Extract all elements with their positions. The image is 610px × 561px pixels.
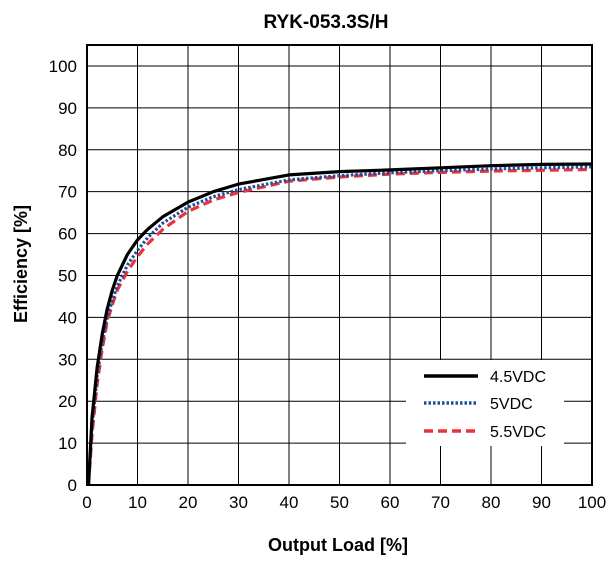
x-tick-label: 60 (381, 493, 400, 512)
y-tick-label: 0 (68, 476, 77, 495)
y-tick-label: 70 (58, 183, 77, 202)
chart-title: RYK-053.3S/H (264, 12, 389, 33)
x-tick-label: 40 (280, 493, 299, 512)
x-tick-label: 100 (578, 493, 606, 512)
y-tick-label: 50 (58, 266, 77, 285)
x-tick-label: 50 (330, 493, 349, 512)
legend-label-5-5vdc: 5.5VDC (490, 424, 546, 441)
y-tick-label: 10 (58, 434, 77, 453)
x-tick-label: 20 (179, 493, 198, 512)
y-tick-labels: 0 10 20 30 40 50 60 70 80 90 100 (49, 57, 77, 495)
y-tick-label: 20 (58, 392, 77, 411)
legend: 4.5VDC 5VDC 5.5VDC (406, 360, 564, 446)
x-tick-label: 90 (532, 493, 551, 512)
y-tick-label: 100 (49, 57, 77, 76)
x-axis-title: Output Load [%] (268, 535, 408, 555)
y-tick-label: 60 (58, 225, 77, 244)
series-line-4-5vdc (86, 162, 593, 486)
y-tick-label: 80 (58, 141, 77, 160)
y-tick-label: 30 (58, 350, 77, 369)
x-tick-labels: 0 10 20 30 40 50 60 70 80 90 100 (82, 493, 606, 512)
y-tick-label: 40 (58, 308, 77, 327)
x-tick-label: 30 (229, 493, 248, 512)
series-layer (86, 162, 593, 486)
x-tick-label: 80 (482, 493, 501, 512)
x-tick-label: 0 (82, 493, 91, 512)
y-axis-title: Efficiency [%] (11, 205, 31, 323)
legend-label-5vdc: 5VDC (490, 396, 533, 413)
plot-frame (86, 44, 593, 486)
legend-label-4-5vdc: 4.5VDC (490, 369, 546, 386)
x-tick-label: 10 (128, 493, 147, 512)
series-line-5vdc (86, 165, 593, 486)
x-tick-label: 70 (431, 493, 450, 512)
y-tick-label: 90 (58, 99, 77, 118)
